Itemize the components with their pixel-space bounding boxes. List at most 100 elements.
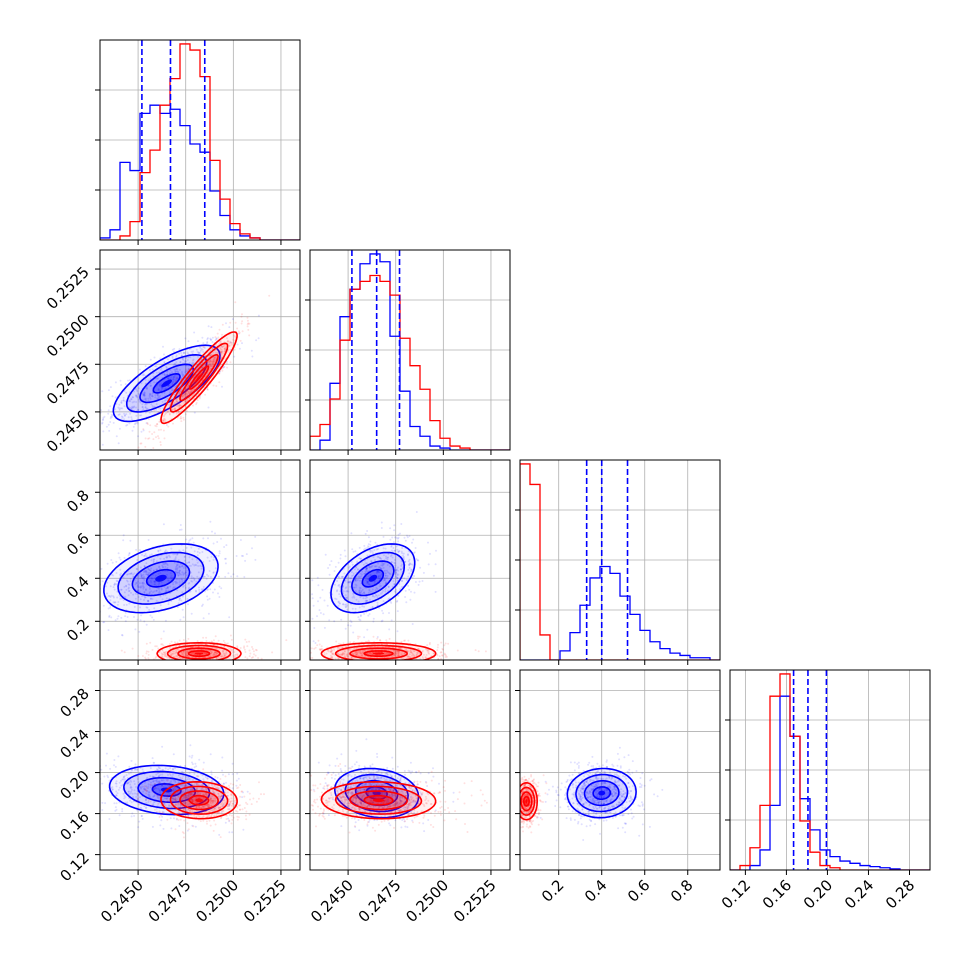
sample-point: [153, 409, 156, 412]
sample-point: [153, 580, 156, 583]
sample-point: [434, 563, 437, 566]
sample-point: [410, 590, 412, 593]
sample-point: [219, 351, 222, 353]
sample-point: [302, 656, 304, 658]
sample-point: [340, 662, 342, 664]
sample-point: [148, 569, 151, 572]
sample-point: [242, 828, 245, 831]
contour-red: [160, 331, 238, 425]
sample-point: [393, 524, 396, 527]
sample-point: [147, 653, 150, 656]
sample-point: [181, 372, 183, 375]
sample-point: [218, 372, 220, 375]
sample-point: [184, 337, 187, 340]
sample-point: [166, 587, 169, 590]
sample-point: [247, 322, 250, 325]
panel-content: [302, 460, 510, 669]
sample-point: [137, 655, 140, 657]
sample-point: [130, 591, 132, 594]
sample-point: [202, 586, 205, 588]
sample-point: [416, 663, 418, 665]
sample-point: [242, 555, 244, 557]
sample-point: [137, 586, 140, 589]
sample-point: [137, 584, 139, 587]
sample-point: [218, 585, 221, 588]
sample-point: [188, 586, 191, 589]
sample-point: [150, 553, 153, 556]
sample-point: [203, 660, 205, 662]
sample-point: [161, 565, 164, 568]
sample-point: [389, 667, 391, 669]
sample-point: [210, 365, 212, 368]
sample-point: [169, 817, 172, 820]
sample-point: [166, 397, 169, 400]
sample-point: [218, 358, 221, 361]
sample-point: [183, 556, 186, 558]
sample-point: [185, 546, 188, 549]
sample-point: [236, 575, 239, 578]
sample-point: [411, 541, 413, 544]
sample-point: [157, 435, 159, 438]
sample-point: [363, 612, 366, 615]
sample-point: [201, 348, 204, 351]
sample-point: [197, 352, 200, 354]
sample-point: [135, 406, 137, 409]
sample-point: [124, 611, 127, 614]
sample-point: [147, 593, 150, 595]
sample-point: [366, 530, 369, 532]
sample-point: [133, 663, 135, 665]
sample-point: [171, 383, 174, 385]
sample-point: [160, 367, 163, 370]
sample-point: [140, 430, 143, 433]
sample-point: [194, 563, 197, 566]
sample-point: [221, 345, 224, 348]
sample-point: [167, 377, 170, 380]
sample-point: [215, 351, 217, 354]
sample-point: [209, 667, 211, 669]
sample-point: [188, 362, 191, 364]
sample-point: [151, 392, 154, 395]
sample-point: [416, 665, 418, 667]
sample-point: [127, 400, 130, 403]
sample-point: [439, 651, 442, 654]
sample-point: [113, 759, 116, 761]
sample-point: [154, 396, 157, 399]
sample-point: [173, 402, 176, 404]
sample-point: [404, 596, 407, 598]
sample-point: [133, 605, 136, 608]
sample-point: [138, 400, 141, 403]
panel-1-1: [305, 249, 511, 455]
sample-point: [128, 476, 130, 478]
sample-point: [183, 352, 186, 354]
sample-point: [166, 358, 169, 361]
sample-point: [184, 388, 187, 391]
panel-2-2: [515, 459, 721, 665]
y-tick-label: 0.2500: [43, 311, 93, 361]
sample-point: [361, 661, 363, 663]
sample-point: [186, 386, 189, 388]
sample-point: [184, 555, 186, 558]
sample-point: [251, 355, 254, 358]
sample-point: [113, 584, 116, 586]
sample-point: [111, 573, 113, 576]
sample-point: [218, 552, 221, 555]
sample-point: [186, 399, 189, 401]
sample-point: [229, 361, 232, 364]
sample-point: [143, 565, 146, 568]
sample-point: [223, 348, 226, 350]
sample-point: [223, 546, 226, 548]
sample-point: [176, 578, 179, 581]
sample-point: [155, 589, 158, 592]
sample-point: [198, 588, 201, 591]
sample-point: [148, 392, 151, 395]
sample-point: [271, 651, 274, 654]
sample-point: [186, 598, 189, 600]
sample-point: [171, 356, 174, 359]
sample-point: [145, 642, 148, 645]
sample-point: [130, 416, 133, 419]
sample-point: [157, 587, 160, 590]
sample-point: [133, 400, 136, 403]
sample-point: [251, 648, 254, 650]
sample-point: [187, 603, 189, 606]
sample-point: [95, 618, 97, 620]
